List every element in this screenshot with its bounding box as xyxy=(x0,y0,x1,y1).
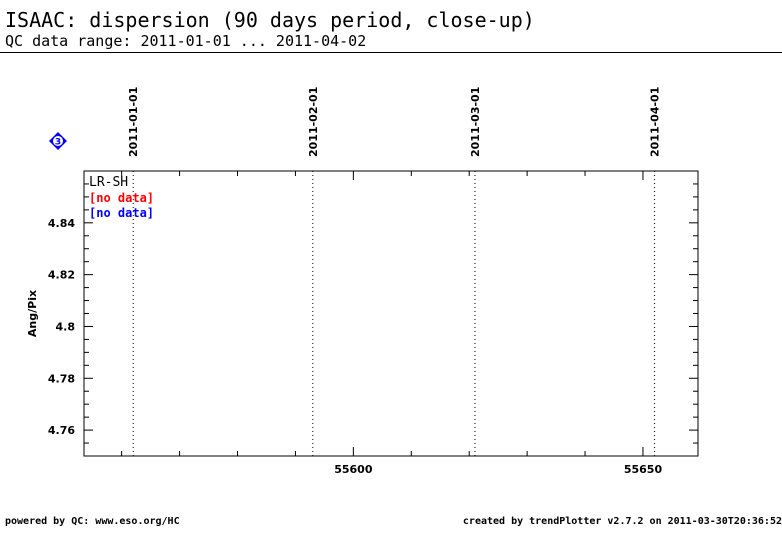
legend-entry: [no data] xyxy=(89,191,154,205)
plot-frame xyxy=(83,170,699,457)
date-marker-label: 2011-03-01 xyxy=(469,87,482,157)
y-tick-label: 4.8 xyxy=(56,320,76,333)
legend-entry: [no data] xyxy=(89,206,154,220)
y-tick-label: 4.82 xyxy=(48,269,75,282)
page-title: ISAAC: dispersion (90 days period, close… xyxy=(5,8,535,32)
date-marker-label: 2011-04-01 xyxy=(649,87,662,157)
y-tick-label: 4.78 xyxy=(48,372,75,385)
y-tick-label: 4.84 xyxy=(48,217,75,230)
badge-label: 3 xyxy=(55,138,61,148)
x-tick-label: 55650 xyxy=(624,463,663,476)
header-divider xyxy=(0,52,782,53)
date-marker-label: 2011-01-01 xyxy=(127,87,140,157)
x-tick-label: 55600 xyxy=(334,463,373,476)
axes xyxy=(83,170,699,457)
axis-labels: 2011-01-01 2011-02-01 2011-03-01 2011-04-01… xyxy=(26,87,662,476)
badge-circle xyxy=(53,136,63,146)
badge: 3 xyxy=(49,132,67,150)
footer-powered-by: powered by QC: www.eso.org/HC xyxy=(5,516,180,527)
date-marker-label: 2011-02-01 xyxy=(307,87,320,157)
legend: LR-SH[no data][no data] xyxy=(89,175,154,220)
y-axis-title: Ang/Pix xyxy=(26,290,39,337)
page-subtitle: QC data range: 2011-01-01 ... 2011-04-02 xyxy=(5,32,367,50)
date-marker-lines xyxy=(132,171,656,456)
footer-created-by: created by trendPlotter v2.7.2 on 2011-0… xyxy=(462,516,782,527)
legend-title: LR-SH xyxy=(89,175,128,190)
y-tick-label: 4.76 xyxy=(48,424,75,437)
